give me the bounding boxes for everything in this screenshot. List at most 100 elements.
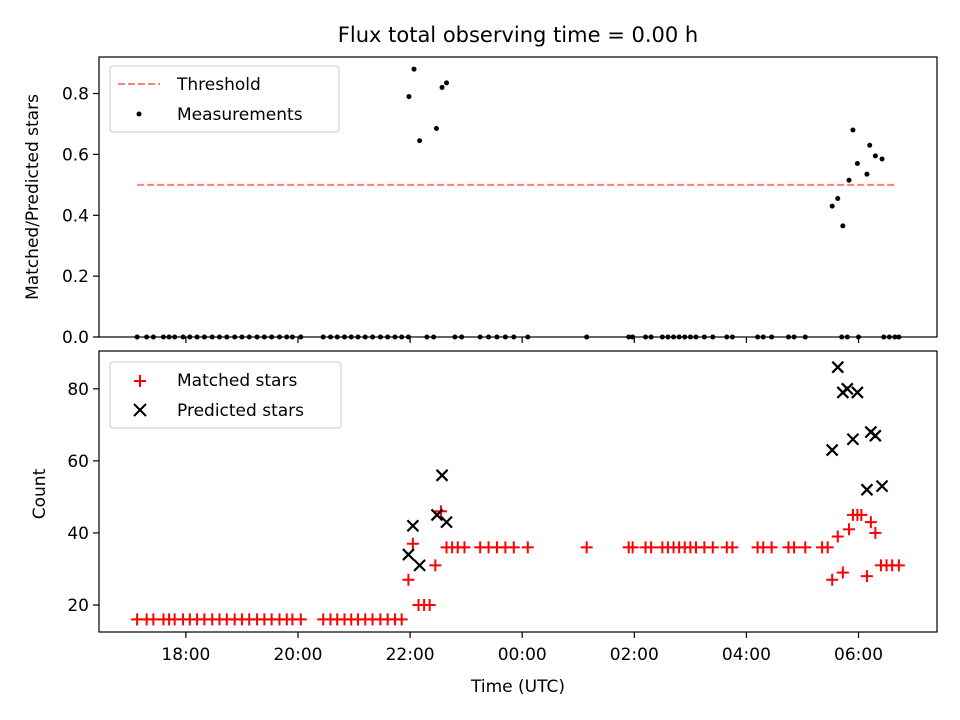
predicted-star-stroke [430, 508, 444, 522]
top-legend-box [109, 65, 340, 133]
measurement-point [835, 196, 841, 202]
measurement-point [444, 80, 450, 86]
chart-title: Flux total observing time = 0.00 h [338, 23, 698, 47]
bottom-y-tick-label: 20 [67, 596, 89, 616]
predicted-star-point [440, 515, 453, 529]
predicted-star-point [825, 443, 839, 457]
matched-star-point [855, 508, 868, 521]
x-tick-label: 20:00 [273, 645, 322, 665]
predicted-star-stroke [875, 479, 889, 493]
matched-star-point [799, 541, 812, 554]
predicted-star-point [875, 479, 889, 493]
matched-star-point [423, 598, 436, 611]
predicted-star-point [430, 508, 444, 522]
predicted-star-stroke [435, 469, 449, 482]
bottom-y-tick-label: 80 [67, 380, 89, 400]
matched-star-point [626, 541, 639, 554]
bottom-legend-box [109, 361, 342, 429]
matched-star-point [831, 530, 844, 543]
matched-star-point [892, 559, 905, 572]
predicted-star-stroke [860, 483, 874, 496]
matched-star-point [294, 613, 307, 626]
predicted-star-point [841, 382, 854, 396]
x-tick-label: 02:00 [610, 645, 659, 665]
top-y-axis: 0.0 0.2 0.4 0.6 0.8 [62, 85, 99, 348]
x-tick-label: 18:00 [161, 645, 210, 665]
top-legend: Threshold Measurements [109, 65, 340, 133]
x-tick-label: 04:00 [722, 645, 771, 665]
bottom-y-axis-label: Count [30, 468, 50, 519]
legend-matched-label: Matched stars [177, 371, 297, 391]
top-y-tick-label: 0.4 [62, 206, 89, 226]
x-tick-label: 22:00 [386, 645, 435, 665]
predicted-star-point [851, 386, 864, 399]
matched-star-point [788, 541, 801, 554]
measurement-point [854, 161, 860, 167]
x-tick-label: 06:00 [834, 645, 883, 665]
measurement-point [433, 126, 439, 132]
top-y-tick-label: 0.0 [62, 328, 89, 348]
matched-star-point [706, 541, 719, 554]
matched-star-point [864, 516, 877, 529]
top-y-tick-label: 0.6 [62, 145, 89, 165]
predicted-star-point [413, 559, 426, 572]
measurement-point [840, 223, 846, 229]
bottom-y-axis: 20 40 60 80 [67, 380, 99, 616]
measurement-point [872, 153, 878, 159]
predicted-star-stroke [841, 382, 854, 396]
bottom-plot-marks [131, 360, 905, 626]
predicted-star-point [435, 469, 449, 482]
x-tick-label: 00:00 [498, 645, 547, 665]
predicted-star-stroke [831, 360, 845, 374]
bottom-x-axis: 18:00 20:00 22:00 00:00 02:00 04:00 06:00 [161, 632, 883, 665]
predicted-star-stroke [440, 515, 453, 529]
measurement-point [879, 156, 885, 162]
legend-threshold-label: Threshold [176, 75, 261, 95]
legend-matched-swatch [134, 375, 146, 387]
predicted-star-stroke [851, 386, 864, 399]
bottom-y-tick-label: 40 [67, 524, 89, 544]
matched-star-point [836, 566, 849, 579]
predicted-star-stroke [825, 443, 839, 457]
predicted-star-point [846, 432, 860, 446]
measurement-point [864, 171, 870, 177]
matched-star-point [821, 541, 834, 554]
matched-star-point [765, 541, 778, 554]
predicted-star-point [402, 548, 415, 561]
predicted-star-stroke [846, 432, 860, 446]
matched-star-point [860, 570, 873, 583]
matched-star-point [429, 559, 442, 572]
bottom-y-tick-label: 60 [67, 452, 89, 472]
measurement-point [850, 127, 856, 133]
predicted-star-stroke [413, 559, 426, 572]
matched-star-point [580, 541, 593, 554]
matched-star-point [507, 541, 520, 554]
top-x-axis-ticks [185, 337, 860, 343]
top-axes-frame [98, 56, 938, 338]
legend-measurements-swatch [136, 111, 142, 117]
matched-star-point [395, 613, 408, 626]
measurement-point [411, 66, 417, 72]
measurement-point [829, 203, 835, 209]
bottom-axes-frame [98, 350, 938, 633]
matched-star-point [521, 541, 534, 554]
predicted-star-point [860, 483, 874, 496]
legend-predicted-label: Predicted stars [177, 401, 304, 421]
measurement-point [846, 177, 852, 183]
matched-star-point [726, 541, 739, 554]
top-y-axis-label: Matched/Predicted stars [23, 94, 43, 300]
matched-star-point [402, 573, 415, 586]
measurement-point [417, 138, 423, 144]
predicted-star-point [406, 519, 420, 533]
predicted-star-point [869, 429, 882, 442]
predicted-star-stroke [402, 548, 415, 561]
matched-star-point [147, 613, 160, 626]
measurement-point [406, 94, 412, 100]
matched-star-point [458, 541, 471, 554]
measurement-point [439, 84, 445, 90]
predicted-star-stroke [406, 519, 420, 533]
bottom-panel: 20 40 60 80 18:00 20:00 22:00 00:00 02:00 04:00 0… [30, 350, 938, 697]
matched-star-point [842, 523, 855, 536]
x-axis-label: Time (UTC) [470, 677, 565, 697]
